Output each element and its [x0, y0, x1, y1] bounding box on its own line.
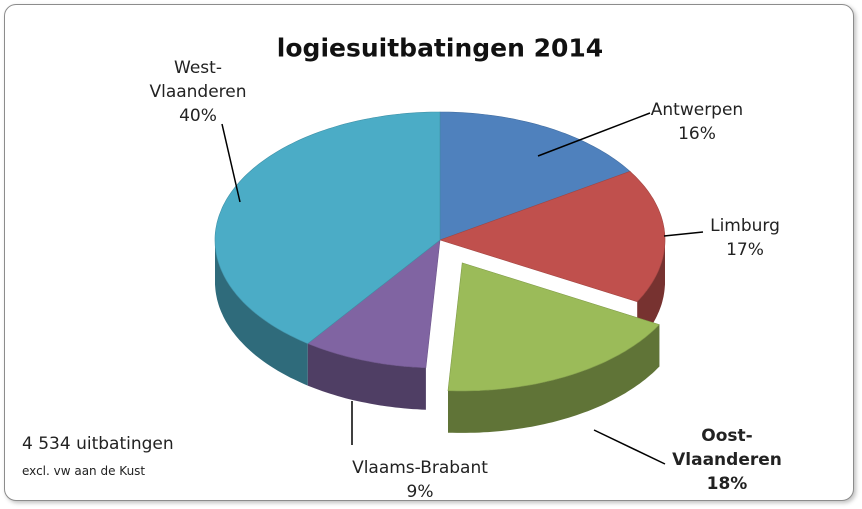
slice-wall [215, 240, 308, 386]
category-label: Limburg [710, 216, 780, 236]
leader-line [537, 112, 651, 157]
data-label: West-Vlaanderen 40% [143, 56, 253, 128]
leader-line [593, 429, 666, 465]
slice-wall [637, 240, 665, 344]
chart-title: logiesuitbatingen 2014 [276, 33, 604, 63]
slice-wall [307, 343, 426, 410]
data-label: Limburg 17% [665, 214, 825, 262]
category-label: Oost-Vlaanderen [672, 426, 782, 470]
value-label: 40% [179, 106, 217, 126]
data-label: Antwerpen 16% [617, 98, 777, 146]
leader-line [663, 231, 704, 237]
category-label: Antwerpen [650, 100, 744, 120]
leader-line [221, 123, 241, 203]
slice [214, 111, 441, 344]
category-label: Vlaams-Brabant [352, 458, 488, 478]
value-label: 16% [678, 124, 716, 144]
annotation: 4 534 uitbatingen [22, 434, 174, 454]
annotation: excl. vw aan de Kust [22, 464, 146, 478]
slice [447, 262, 660, 392]
slice [439, 111, 631, 241]
slice-wall [448, 324, 660, 433]
category-label: West-Vlaanderen [149, 58, 247, 102]
value-label: 17% [726, 240, 764, 260]
value-label: 9% [406, 482, 434, 502]
data-label: Oost-Vlaanderen 18% [672, 424, 782, 496]
value-label: 18% [706, 474, 748, 494]
slice [307, 239, 441, 369]
data-label: Vlaams-Brabant 9% [340, 456, 500, 504]
